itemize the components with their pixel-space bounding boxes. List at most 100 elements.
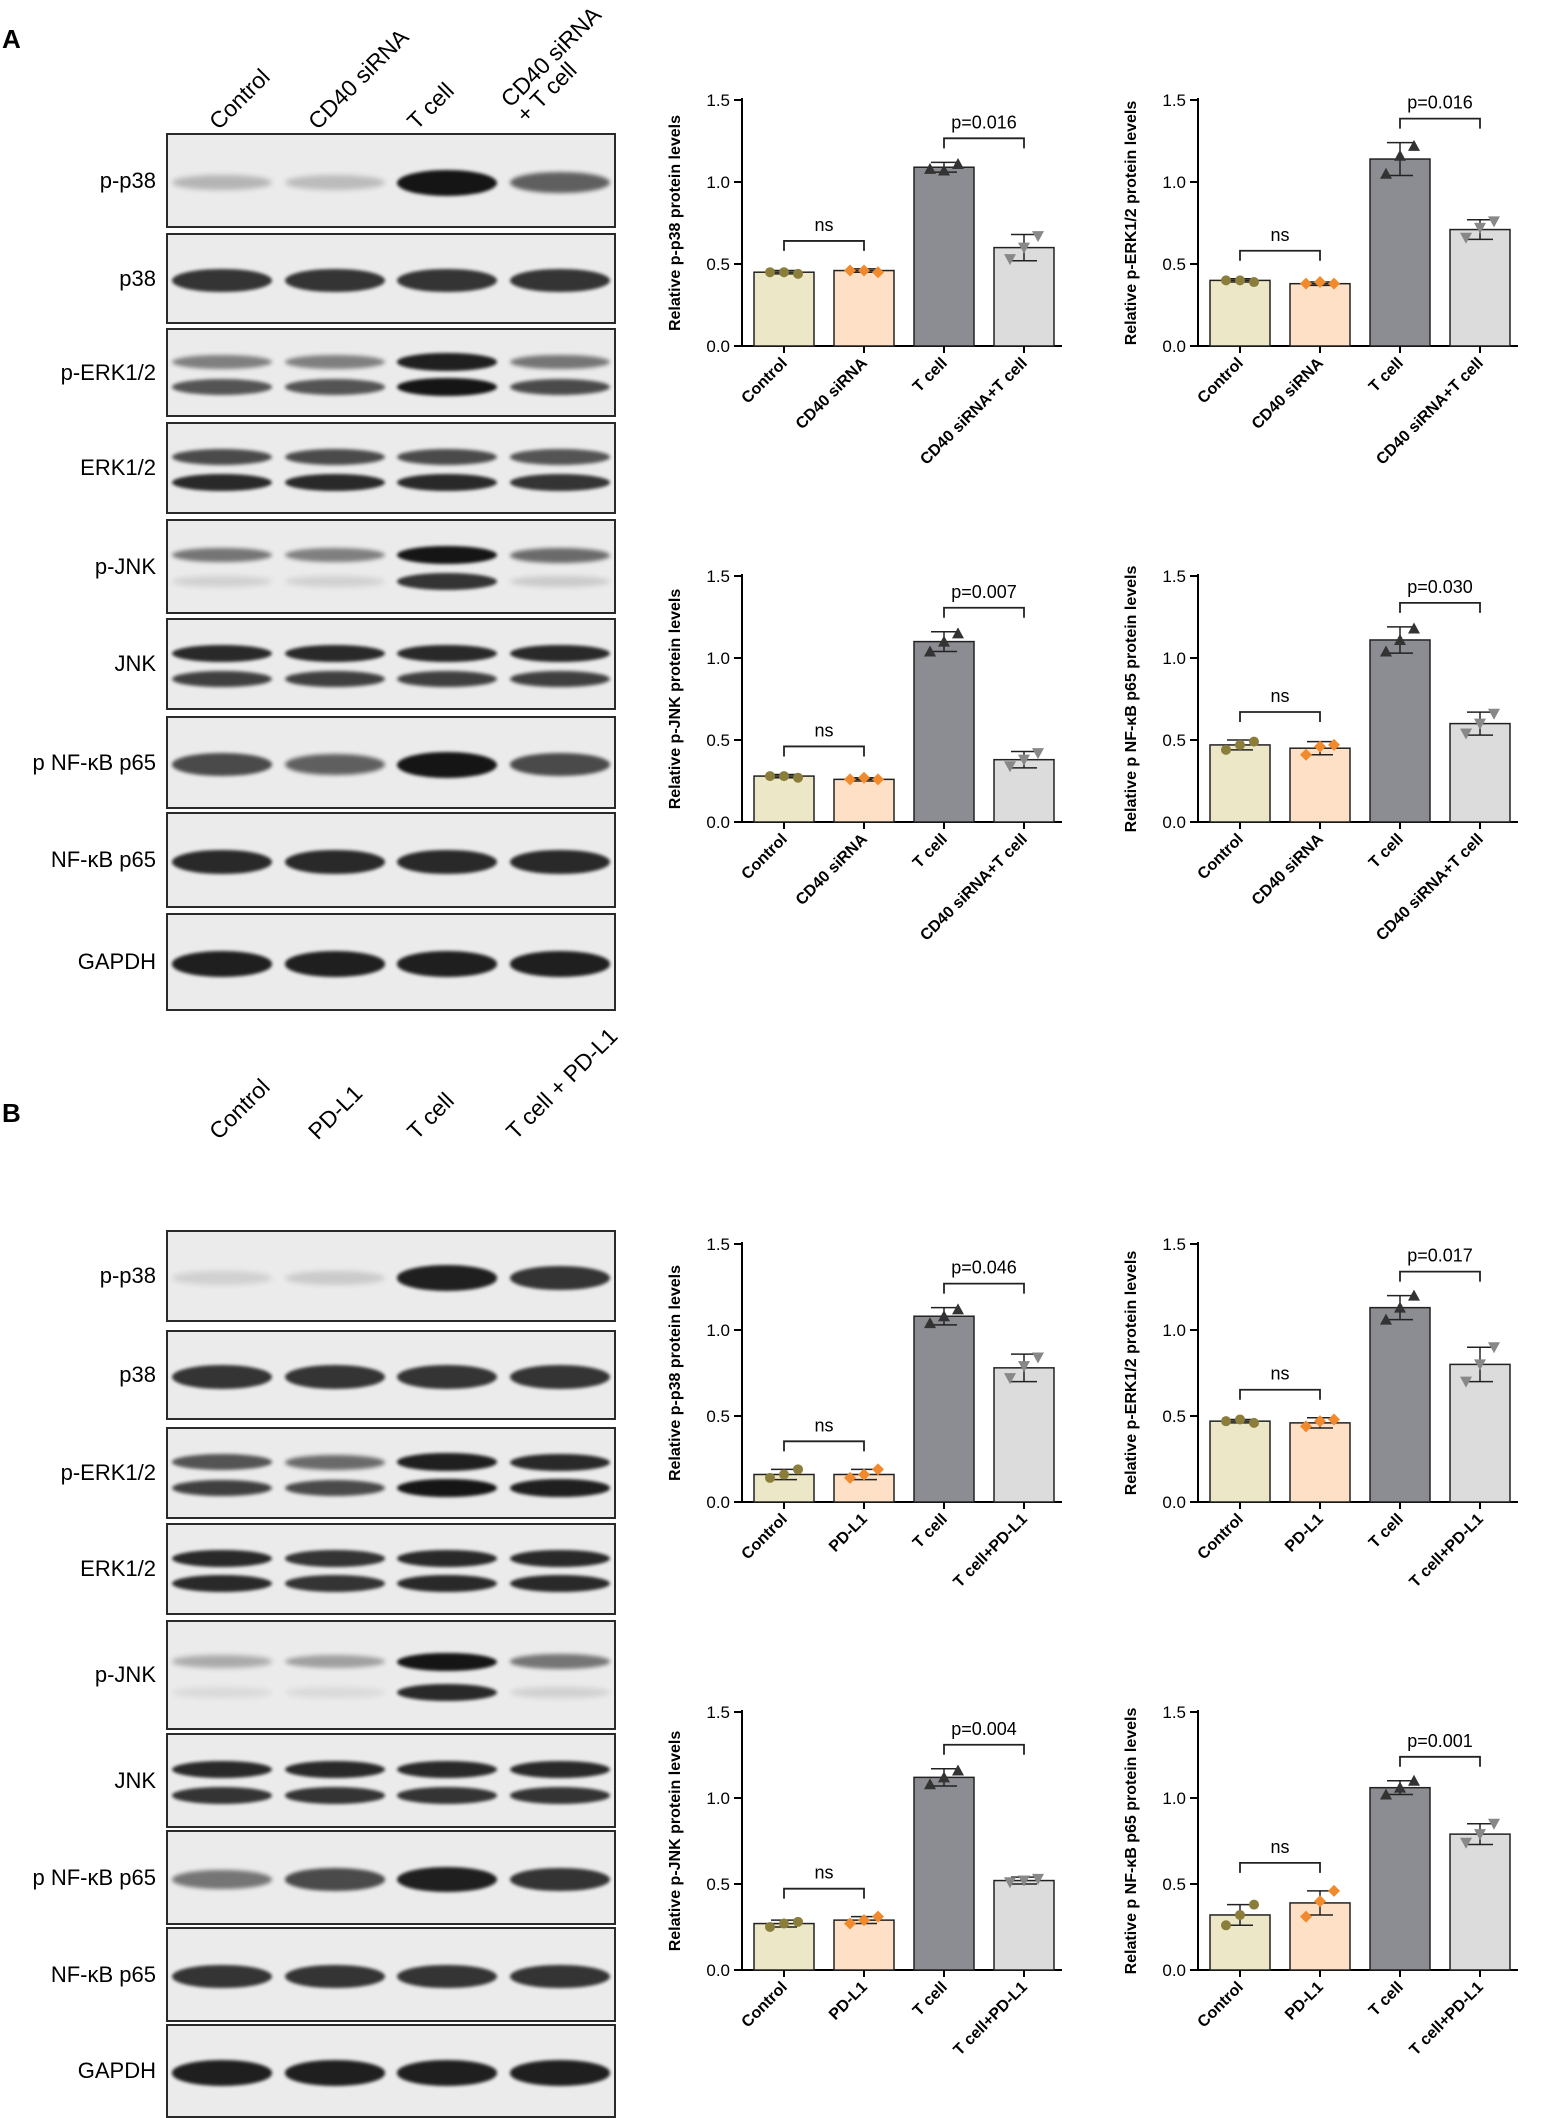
blot-band (397, 1652, 498, 1671)
bar (1449, 1363, 1511, 1503)
data-point (1018, 242, 1030, 254)
blot-band (172, 1575, 273, 1593)
category-label: Control (1195, 1511, 1247, 1563)
bar (1289, 747, 1351, 823)
data-point (1018, 1875, 1030, 1887)
blot-row (166, 1733, 616, 1828)
data-point (1300, 277, 1312, 290)
blot-band (284, 753, 385, 776)
data-point (1460, 1837, 1472, 1849)
ns-label: ns (1270, 1364, 1289, 1384)
blot-label: ERK1/2 (80, 1556, 156, 1581)
blot-band (172, 1760, 273, 1778)
bar-chart: 0.0 0.5 1.0 1.5 Relative p-p38 protein level… (667, 91, 1062, 468)
blot-band (509, 753, 610, 776)
data-point (1032, 231, 1044, 243)
data-point (1380, 645, 1392, 657)
blot-band (172, 355, 273, 370)
y-tick-label: 0.5 (1162, 255, 1186, 274)
blot-label: p-JNK (94, 1662, 156, 1687)
blot-row (166, 422, 616, 514)
blot-band (397, 268, 498, 293)
blot-label: p38 (119, 265, 156, 291)
blot-band (172, 644, 273, 662)
p-bracket (1399, 117, 1481, 129)
blot-band (284, 1270, 385, 1286)
data-point (1460, 232, 1472, 244)
data-point (1004, 254, 1016, 266)
panel-letter-b: B (2, 1098, 21, 1128)
blot-label: GAPDH (77, 949, 156, 974)
data-point (1221, 744, 1231, 755)
y-tick-label: 0.0 (706, 1493, 730, 1512)
blot-band (509, 1266, 610, 1290)
blot-band (509, 1479, 610, 1497)
data-point (952, 1764, 964, 1776)
bar (1449, 228, 1511, 347)
blot-band (397, 546, 498, 565)
blot-band (284, 355, 385, 370)
data-point (844, 1471, 856, 1484)
blot-label: p NF-κB p65 (32, 749, 157, 775)
data-point (872, 773, 884, 786)
category-label: Control (739, 831, 791, 883)
blot-band (397, 353, 498, 371)
category-label: Control (1195, 831, 1247, 883)
data-point (858, 264, 870, 277)
blot-band (172, 1365, 273, 1389)
data-point (779, 267, 789, 278)
blot-band (509, 1365, 610, 1389)
blot-band (397, 849, 498, 875)
blot-label: p-p38 (99, 167, 156, 193)
blot-band (397, 951, 498, 977)
blot-label: JNK (114, 1767, 156, 1793)
blot-band (509, 2060, 610, 2086)
y-axis-label: Relative p-ERK1/2 protein levels (1123, 1251, 1140, 1496)
blot-band (172, 474, 273, 492)
data-point (952, 157, 964, 169)
data-point (779, 1918, 789, 1929)
y-axis-label: Relative p NF-κB p65 protein levels (1123, 566, 1140, 833)
category-label: T cell (910, 831, 951, 872)
data-point (1380, 1313, 1392, 1325)
blot-band (284, 174, 385, 191)
category-label: T cell (1366, 1511, 1407, 1552)
data-point (872, 1463, 884, 1476)
data-point (1394, 149, 1406, 161)
y-tick-label: 1.5 (706, 1235, 730, 1254)
blot-band (397, 1760, 498, 1778)
y-tick-label: 0.0 (1162, 1961, 1186, 1980)
category-label: CD40 siRNA (1249, 830, 1327, 908)
blot-band (397, 1683, 498, 1701)
bar-chart: 0.0 0.5 1.0 1.5 Relative p NF-κB p65 protein… (1123, 566, 1518, 944)
blot-band (509, 951, 610, 977)
y-tick-label: 1.5 (706, 1703, 730, 1722)
data-point (1032, 748, 1044, 760)
data-point (952, 1303, 964, 1315)
category-label: Control (1195, 1979, 1247, 2031)
data-point (858, 1468, 870, 1481)
data-point (924, 645, 936, 657)
blot-row (166, 913, 616, 1011)
ns-bracket (1239, 249, 1321, 261)
bar (993, 1367, 1055, 1503)
y-tick-label: 0.0 (1162, 337, 1186, 356)
bar (1369, 639, 1431, 823)
blot-band (172, 268, 273, 293)
p-bracket (1399, 1270, 1481, 1282)
ns-label: ns (1270, 1837, 1289, 1857)
blot-row (166, 1927, 616, 2022)
data-point (1408, 139, 1420, 151)
blot-band (509, 1686, 610, 1698)
panel-letter-a: A (2, 24, 21, 54)
blot-band (509, 1867, 610, 1892)
blot-band (509, 1654, 610, 1669)
blot-band (172, 379, 273, 395)
blot-band (172, 548, 273, 563)
data-point (1221, 1920, 1231, 1931)
data-point (1249, 736, 1259, 747)
data-point (1328, 1884, 1340, 1897)
category-label: Control (739, 355, 791, 407)
blot-label: GAPDH (77, 2058, 156, 2083)
ns-label: ns (1270, 686, 1289, 706)
